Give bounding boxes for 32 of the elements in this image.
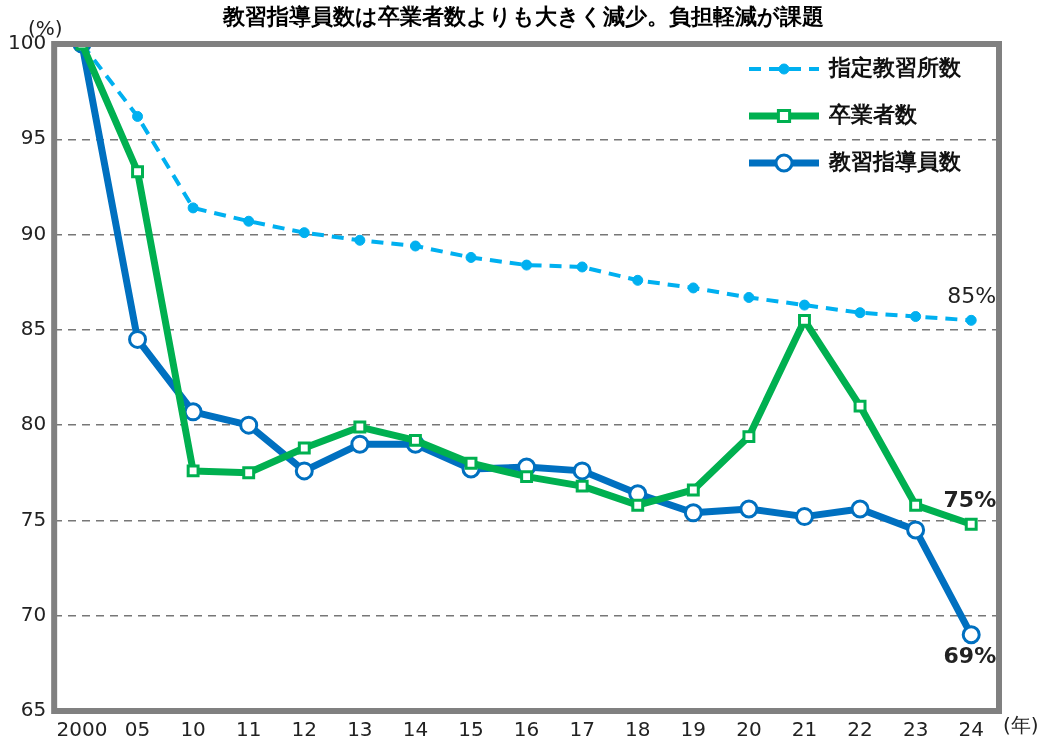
y-tick-label: 65 [20, 697, 47, 722]
x-tick-label: 13 [347, 717, 373, 742]
x-tick-label: 22 [847, 717, 873, 742]
x-tick-label: 21 [791, 717, 818, 742]
y-tick-label: 75 [20, 506, 47, 531]
y-tick-label: 95 [20, 125, 47, 150]
x-tick-label: 18 [625, 717, 651, 742]
legend-label: 卒業者数 [828, 101, 918, 127]
data-label: 75% [943, 486, 997, 512]
x-tick-label: 20 [736, 717, 762, 742]
data-label: 85% [947, 283, 997, 309]
x-tick-label: 14 [402, 717, 429, 742]
x-tick-label: 17 [569, 717, 595, 742]
y-tick-label: 90 [20, 220, 47, 245]
x-tick-label: 10 [180, 717, 206, 742]
x-tick-label: 12 [291, 717, 317, 742]
x-tick-label: 19 [680, 717, 707, 742]
x-tick-label: 11 [235, 717, 262, 742]
chart-title: 教習指導員数は卒業者数よりも大きく減少。負担軽減が課題 [223, 4, 824, 29]
x-tick-label: 05 [124, 717, 151, 742]
y-tick-label: 80 [20, 411, 47, 436]
legend-label: 指定教習所数 [828, 54, 962, 80]
x-tick-label: 15 [458, 717, 484, 742]
x-tick-label: 24 [958, 717, 984, 742]
x-tick-label: 16 [513, 717, 540, 742]
y-tick-label: 85 [20, 316, 47, 341]
x-tick-label: 2000 [56, 717, 108, 742]
y-tick-label: 70 [20, 601, 47, 626]
legend-label: 教習指導員数 [828, 148, 962, 174]
x-axis-title: (年) [1003, 713, 1039, 738]
x-tick-label: 23 [902, 717, 929, 742]
data-label: 69% [943, 643, 997, 669]
